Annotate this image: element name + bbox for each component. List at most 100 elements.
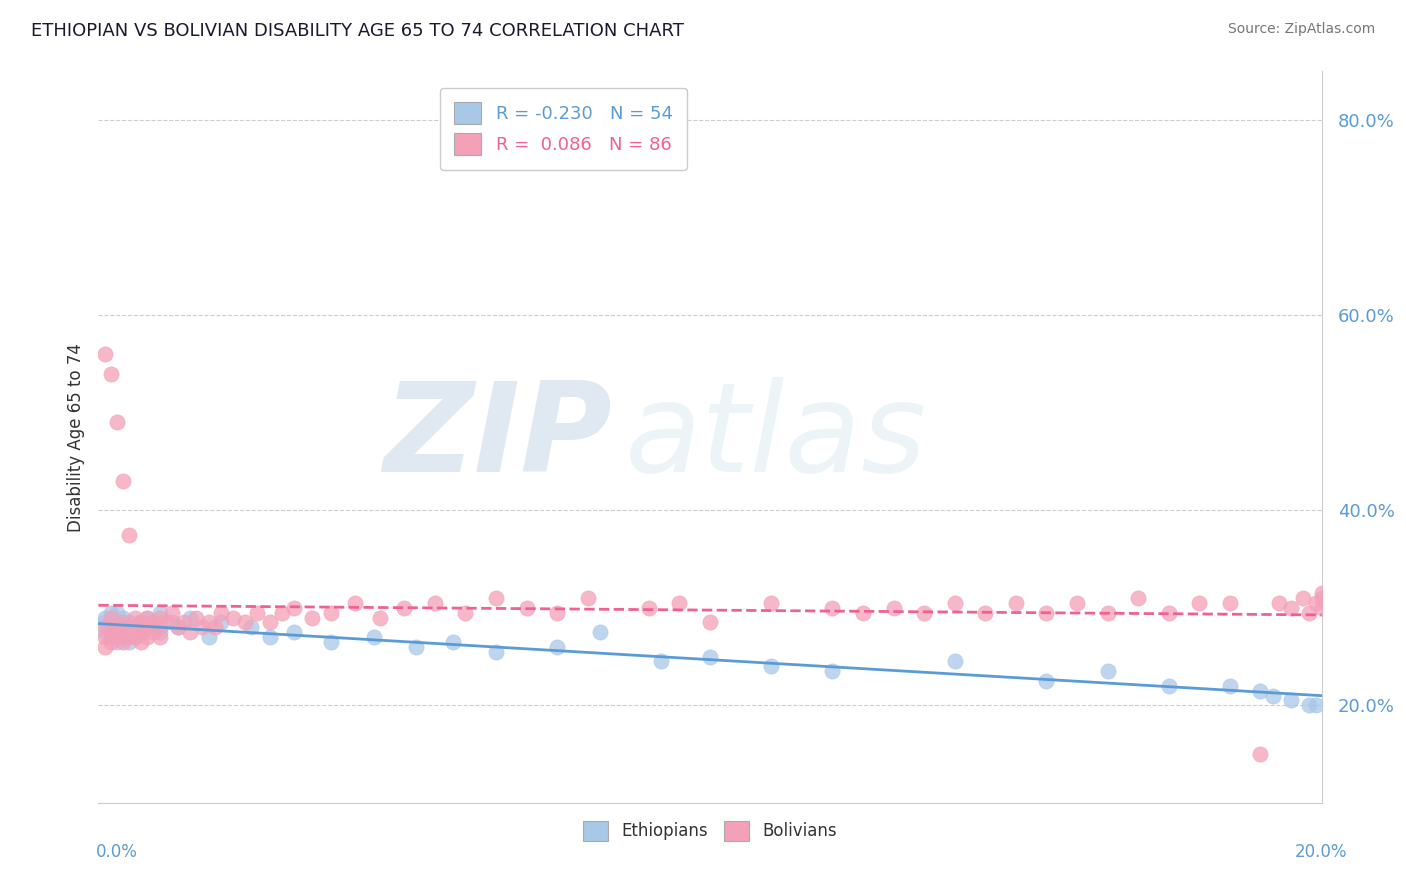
Point [1249,747,1271,761]
Point [124,620,146,634]
Point [1261,689,1284,703]
Point [179,625,201,640]
Point [179,610,201,624]
Point [423,596,446,610]
Point [1004,596,1026,610]
Point [576,591,599,605]
Point [668,596,690,610]
Text: ETHIOPIAN VS BOLIVIAN DISABILITY AGE 65 TO 74 CORRELATION CHART: ETHIOPIAN VS BOLIVIAN DISABILITY AGE 65 … [31,22,683,40]
Point [1268,596,1291,610]
Point [167,620,190,634]
Point [1066,596,1088,610]
Point [197,630,219,644]
Point [405,640,427,654]
Point [759,596,782,610]
Point [1249,683,1271,698]
Point [1292,591,1315,605]
Point [1310,591,1333,605]
Point [1157,606,1180,620]
Point [974,606,997,620]
Point [111,610,134,624]
Text: 0.0%: 0.0% [96,843,138,861]
Point [186,610,208,624]
Point [1298,698,1320,713]
Legend: Ethiopians, Bolivians: Ethiopians, Bolivians [575,813,845,849]
Text: atlas: atlas [624,376,927,498]
Y-axis label: Disability Age 65 to 74: Disability Age 65 to 74 [66,343,84,532]
Point [259,615,281,630]
Point [759,659,782,673]
Point [111,625,134,640]
Point [136,610,159,624]
Point [124,630,146,644]
Point [105,416,128,430]
Point [149,625,172,640]
Point [319,606,342,620]
Point [883,600,905,615]
Point [124,630,146,644]
Point [129,615,152,630]
Point [301,610,323,624]
Point [246,606,269,620]
Point [1035,673,1057,688]
Point [454,606,477,620]
Point [118,625,141,640]
Point [118,527,141,541]
Point [93,630,115,644]
Point [100,606,122,620]
Point [204,620,226,634]
Point [100,635,122,649]
Point [111,615,134,630]
Point [368,610,391,624]
Point [149,630,172,644]
Point [1279,600,1302,615]
Point [142,625,165,640]
Point [149,606,172,620]
Point [1097,606,1119,620]
Point [516,600,538,615]
Point [105,635,128,649]
Point [1035,606,1057,620]
Point [93,615,115,630]
Point [136,610,159,624]
Point [136,620,159,634]
Point [160,615,183,630]
Point [546,640,568,654]
Point [485,591,508,605]
Point [1305,596,1327,610]
Point [105,606,128,620]
Point [197,615,219,630]
Point [344,596,367,610]
Point [124,620,146,634]
Point [124,610,146,624]
Point [209,615,232,630]
Point [1298,606,1320,620]
Point [441,635,464,649]
Point [319,635,342,649]
Point [209,606,232,620]
Point [1188,596,1211,610]
Point [129,625,152,640]
Point [93,620,115,634]
Point [129,615,152,630]
Point [392,600,416,615]
Point [589,625,612,640]
Point [155,615,177,630]
Point [1219,679,1241,693]
Point [105,630,128,644]
Point [1157,679,1180,693]
Point [546,606,568,620]
Point [93,625,115,640]
Point [142,615,165,630]
Point [191,620,214,634]
Point [363,630,385,644]
Point [111,620,134,634]
Point [283,600,305,615]
Point [233,615,256,630]
Point [93,640,115,654]
Point [485,645,508,659]
Point [93,610,115,624]
Point [270,606,292,620]
Point [173,615,195,630]
Point [1128,591,1150,605]
